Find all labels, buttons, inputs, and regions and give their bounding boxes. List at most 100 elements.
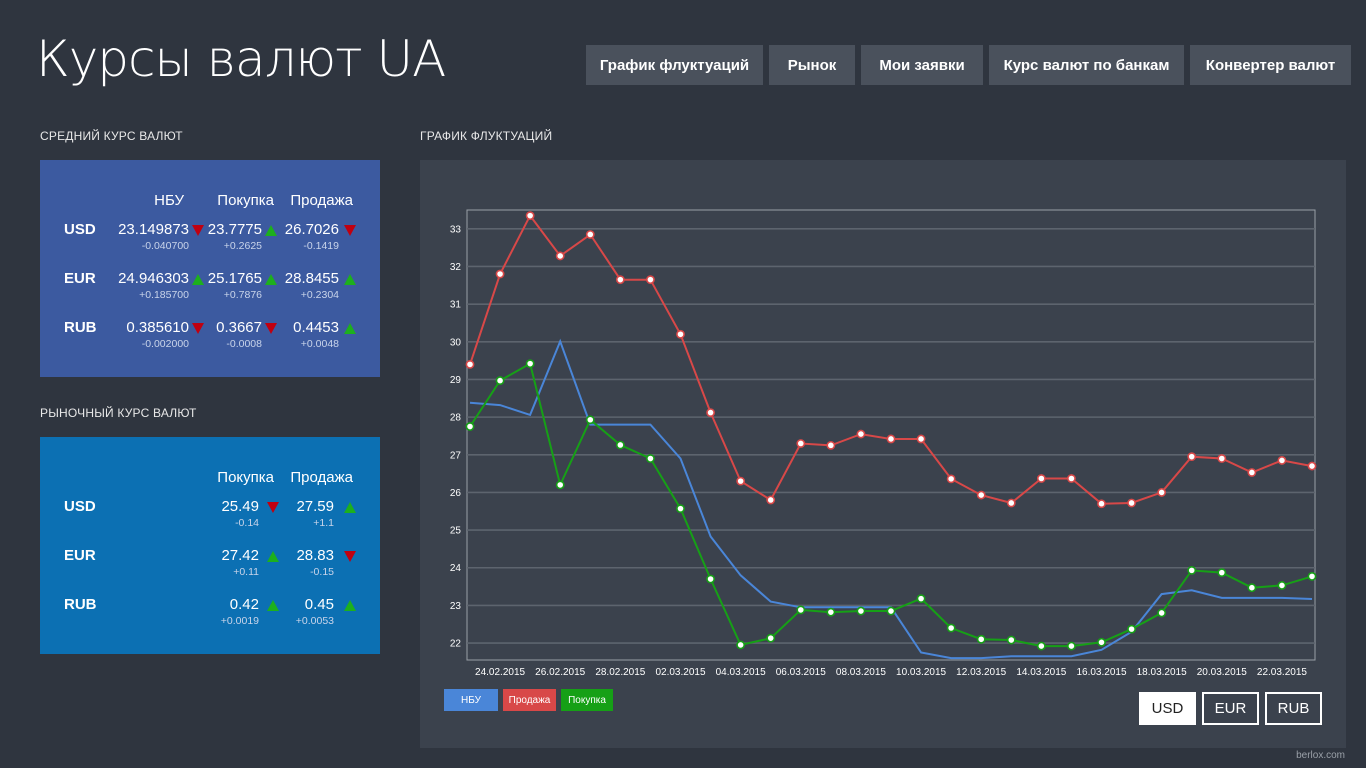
x-tick-label: 04.03.2015 [716, 667, 766, 678]
nav-currency-converter[interactable]: Конвертер валют [1190, 45, 1351, 85]
rate-value: 28.83 [296, 547, 334, 564]
data-point-buy [1187, 565, 1197, 575]
x-tick-label: 14.03.2015 [1016, 667, 1066, 678]
currency-eur-button[interactable]: EUR [1202, 692, 1259, 725]
data-point-buy [1247, 583, 1257, 593]
y-tick-label: 33 [450, 224, 462, 235]
average-row-eur: EUR 24.946303 +0.185700 25.1765 +0.7876 … [40, 270, 380, 310]
trend-up-icon [267, 600, 279, 611]
y-tick-label: 31 [450, 300, 462, 311]
sell-cell: 0.4453 +0.0048 [293, 319, 339, 350]
data-point-sell [1127, 498, 1136, 508]
data-point-sell [976, 490, 986, 500]
data-point-sell [736, 476, 746, 486]
data-point-buy [1097, 637, 1106, 647]
rate-value: 23.7775 [207, 221, 262, 238]
buy-cell: 27.42 +0.11 [221, 547, 259, 578]
average-rate-label: СРЕДНИЙ КУРС ВАЛЮТ [40, 129, 183, 143]
rate-value: 27.59 [296, 498, 334, 515]
trend-up-icon [344, 323, 356, 334]
y-tick-label: 32 [450, 262, 462, 273]
y-tick-label: 24 [450, 563, 462, 574]
header-sell: Продажа [290, 469, 353, 486]
data-point-buy [555, 480, 565, 490]
rate-value: 0.4453 [293, 319, 339, 336]
fluctuation-chart: 22 23 24 25 26 27 28 29 30 31 32 33 24.02.2015 26.02.… [450, 209, 1317, 678]
top-nav: График флуктуаций Рынок Мои заявки Курс … [586, 45, 1351, 85]
trend-up-icon [192, 274, 204, 285]
y-tick-label: 22 [450, 639, 462, 650]
trend-up-icon [344, 600, 356, 611]
rate-value: 28.8455 [284, 270, 339, 287]
chart-section-label: ГРАФИК ФЛУКТУАЦИЙ [420, 129, 553, 143]
data-point-buy [1006, 635, 1016, 645]
data-point-sell [615, 275, 625, 285]
x-tick-label: 18.03.2015 [1137, 667, 1187, 678]
data-point-buy [856, 606, 866, 616]
currency-usd-button[interactable]: USD [1139, 692, 1196, 725]
legend-nbu: НБУ [444, 689, 498, 711]
data-point-sell [646, 275, 655, 285]
data-point-sell [826, 440, 836, 450]
buy-cell: 25.1765 +0.7876 [208, 270, 262, 301]
legend-sell: Продажа [503, 689, 556, 711]
y-tick-label: 23 [450, 601, 462, 612]
rate-change: +0.7876 [223, 289, 262, 301]
rate-value: 25.1765 [207, 270, 262, 287]
trend-down-icon [267, 502, 279, 513]
market-row-eur: EUR 27.42 +0.11 28.83 -0.15 [40, 547, 380, 587]
trend-up-icon [344, 274, 356, 285]
average-rates-panel: НБУ Покупка Продажа USD 23.149873 -0.040… [40, 160, 380, 377]
data-point-buy [585, 415, 595, 425]
data-point-buy [465, 422, 475, 431]
y-tick-label: 30 [450, 337, 462, 348]
trend-down-icon [192, 323, 204, 334]
market-row-usd: USD 25.49 -0.14 27.59 +1.1 [40, 498, 380, 538]
buy-cell: 25.49 -0.14 [221, 498, 259, 529]
trend-down-icon [344, 551, 356, 562]
trend-up-icon [265, 225, 277, 236]
data-point-sell [1307, 461, 1317, 471]
data-point-buy [1277, 581, 1287, 590]
rate-value: 24.946303 [118, 270, 189, 287]
buy-cell: 0.3667 -0.0008 [216, 319, 262, 350]
header-buy: Покупка [217, 469, 274, 486]
buy-cell: 23.7775 +0.2625 [208, 221, 262, 252]
data-point-buy [646, 454, 655, 463]
currency-rub-button[interactable]: RUB [1265, 692, 1322, 725]
data-point-buy [1157, 608, 1167, 618]
x-tick-label: 10.03.2015 [896, 667, 946, 678]
nav-market[interactable]: Рынок [769, 45, 855, 85]
nav-bank-rates[interactable]: Курс валют по банкам [989, 45, 1184, 85]
nav-my-orders[interactable]: Мои заявки [861, 45, 983, 85]
buy-cell: 0.42 +0.0019 [221, 596, 259, 627]
data-point-buy [826, 607, 836, 617]
rate-value: 25.49 [221, 498, 259, 515]
nav-fluctuation-chart[interactable]: График флуктуаций [586, 45, 763, 85]
rate-change: -0.15 [310, 566, 334, 578]
data-point-buy [676, 504, 685, 514]
trend-down-icon [344, 225, 356, 236]
header-nbu: НБУ [154, 192, 184, 209]
data-point-sell [886, 434, 896, 444]
nbu-cell: 23.149873 -0.040700 [118, 221, 189, 252]
sell-cell: 0.45 +0.0053 [296, 596, 334, 627]
data-point-sell [916, 434, 926, 444]
header-buy: Покупка [217, 192, 274, 209]
rate-change: +1.1 [313, 517, 334, 529]
data-point-sell [1187, 452, 1197, 462]
x-tick-label: 16.03.2015 [1076, 667, 1126, 678]
rate-value: 0.45 [304, 596, 334, 613]
trend-up-icon [344, 502, 356, 513]
trend-down-icon [265, 323, 277, 334]
data-point-sell [796, 439, 806, 448]
x-tick-label: 24.02.2015 [475, 667, 525, 678]
nbu-cell: 0.385610 -0.002000 [126, 319, 189, 350]
average-row-rub: RUB 0.385610 -0.002000 0.3667 -0.0008 0.… [40, 319, 380, 359]
data-point-sell [465, 359, 475, 369]
rate-value: 23.149873 [118, 221, 189, 238]
currency-code: EUR [64, 547, 96, 564]
data-point-sell [1067, 474, 1076, 483]
data-point-buy [766, 633, 776, 643]
data-point-buy [1217, 568, 1227, 578]
